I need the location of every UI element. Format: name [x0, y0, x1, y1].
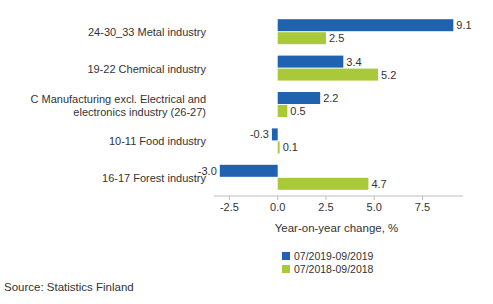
category-label: 19-22 Chemical industry: [87, 63, 206, 75]
bar: [278, 92, 320, 104]
x-tick-label: -2.5: [220, 201, 239, 213]
legend-swatch: [282, 265, 290, 273]
bar: [272, 128, 278, 140]
x-axis-title: Year-on-year change, %: [275, 222, 399, 234]
legend-swatch: [282, 252, 290, 260]
legend-label: 07/2018-09/2018: [294, 263, 374, 275]
bar: [278, 141, 280, 153]
data-label: 5.2: [381, 69, 396, 81]
x-tick: [229, 196, 230, 200]
source: Source: Statistics Finland: [4, 281, 134, 293]
data-label: 4.7: [371, 178, 386, 190]
bar: [278, 32, 326, 44]
x-tick-label: 5.0: [367, 201, 382, 213]
category-label: 10-11 Food industry: [109, 135, 207, 147]
bar: [278, 105, 288, 117]
x-tick: [374, 196, 375, 200]
x-tick: [325, 196, 326, 200]
data-label: 3.4: [346, 56, 361, 68]
x-tick: [422, 196, 423, 200]
chart: -2.50.02.55.07.59.13.42.2-0.3-3.02.55.20…: [0, 0, 493, 304]
data-label: -0.3: [250, 128, 269, 140]
category-label-line: electronics industry (26-27): [73, 106, 206, 118]
x-tick: [277, 196, 278, 200]
category-label: C Manufacturing excl. Electrical andelec…: [31, 93, 206, 118]
category-label-line: C Manufacturing excl. Electrical and: [31, 93, 206, 105]
bar: [278, 19, 454, 31]
category-label-line: 10-11 Food industry: [109, 135, 207, 147]
legend-label: 07/2019-09/2019: [294, 250, 374, 262]
category-label: 16-17 Forest industry: [102, 172, 206, 184]
category-label-line: 16-17 Forest industry: [102, 172, 206, 184]
x-tick-label: 7.5: [415, 201, 430, 213]
data-label: 2.5: [329, 32, 344, 44]
data-label: 0.5: [290, 105, 305, 117]
data-label: 2.2: [323, 92, 338, 104]
category-label-line: 19-22 Chemical industry: [87, 63, 206, 75]
bar: [278, 56, 344, 68]
data-label: 9.1: [456, 19, 471, 31]
bar: [278, 69, 378, 81]
x-tick-label: 2.5: [318, 201, 333, 213]
category-label-line: 24-30_33 Metal industry: [88, 26, 207, 38]
bars: [220, 19, 454, 190]
category-label: 24-30_33 Metal industry: [88, 26, 207, 38]
x-tick-label: 0.0: [270, 201, 285, 213]
data-label: 0.1: [283, 141, 298, 153]
bar: [220, 165, 278, 177]
x-axis-line: [214, 196, 463, 197]
bar: [278, 178, 369, 190]
